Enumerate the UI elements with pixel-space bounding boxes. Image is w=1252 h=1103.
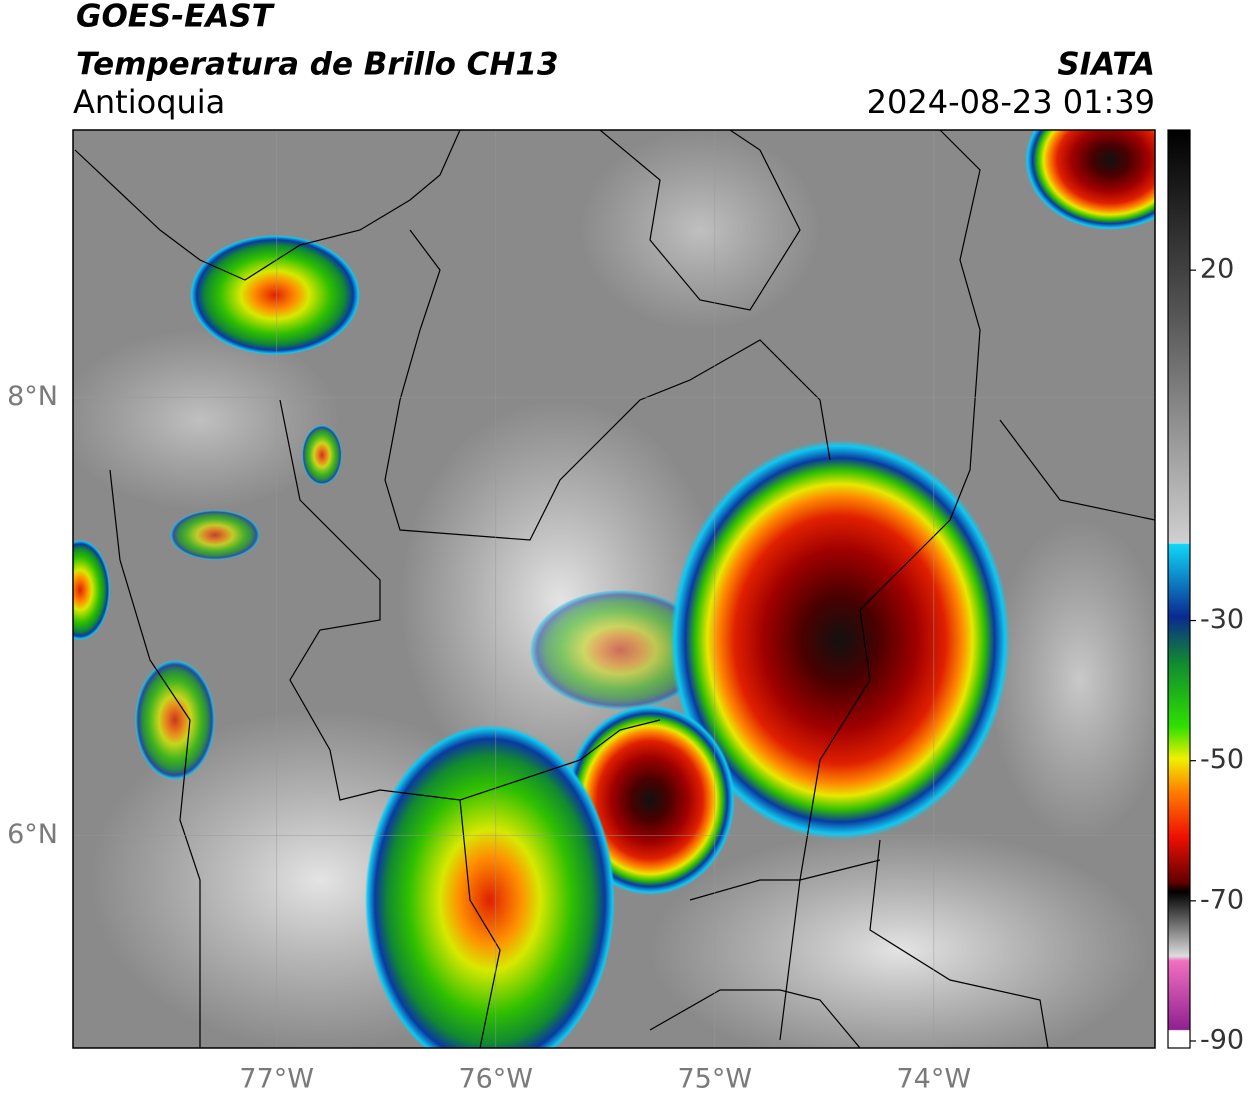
map-image bbox=[73, 130, 1155, 1048]
borders bbox=[74, 130, 1155, 1048]
lat-label: 8°N bbox=[7, 381, 58, 412]
satellite-title: GOES-EAST bbox=[76, 0, 276, 35]
colorbar-tick-label: -30 bbox=[1200, 604, 1244, 635]
storm bbox=[530, 590, 710, 710]
cloud bbox=[990, 520, 1155, 840]
storm bbox=[135, 660, 215, 780]
lon-label: 77°W bbox=[239, 1064, 314, 1095]
map-frame bbox=[72, 129, 1156, 1049]
colorbar bbox=[1167, 129, 1191, 1049]
border bbox=[779, 130, 981, 1041]
colorbar-tick-label: -90 bbox=[1200, 1024, 1244, 1055]
border bbox=[689, 859, 881, 901]
lat-label: 6°N bbox=[7, 819, 58, 850]
colorbar-tick-label: -70 bbox=[1200, 884, 1244, 915]
lon-label: 75°W bbox=[677, 1064, 752, 1095]
graticule bbox=[73, 130, 1155, 1048]
storm bbox=[1025, 130, 1155, 230]
border bbox=[649, 989, 861, 1048]
border bbox=[384, 229, 831, 541]
storm bbox=[73, 540, 110, 640]
product-title: Temperatura de Brillo CH13 bbox=[76, 47, 559, 83]
border bbox=[459, 799, 501, 1048]
storm bbox=[190, 235, 360, 355]
cloud bbox=[73, 330, 340, 510]
colorbar-tick-label: 20 bbox=[1200, 254, 1234, 285]
coastline bbox=[109, 469, 201, 1048]
cloud bbox=[580, 130, 820, 330]
border bbox=[599, 130, 801, 311]
storm bbox=[670, 440, 1010, 840]
border bbox=[869, 839, 1049, 1048]
cloud bbox=[650, 830, 1150, 1048]
storm bbox=[170, 510, 260, 560]
region-label: Antioquia bbox=[73, 83, 225, 121]
coastline bbox=[74, 130, 461, 281]
agency-label: SIATA bbox=[1057, 47, 1155, 83]
lon-label: 76°W bbox=[458, 1064, 533, 1095]
lon-label: 74°W bbox=[897, 1064, 972, 1095]
colorbar-tick-label: -50 bbox=[1200, 744, 1244, 775]
storm bbox=[302, 425, 342, 485]
border bbox=[999, 419, 1155, 521]
timestamp: 2024-08-23 01:39 bbox=[867, 83, 1155, 121]
storm bbox=[365, 725, 615, 1048]
border bbox=[279, 399, 661, 801]
